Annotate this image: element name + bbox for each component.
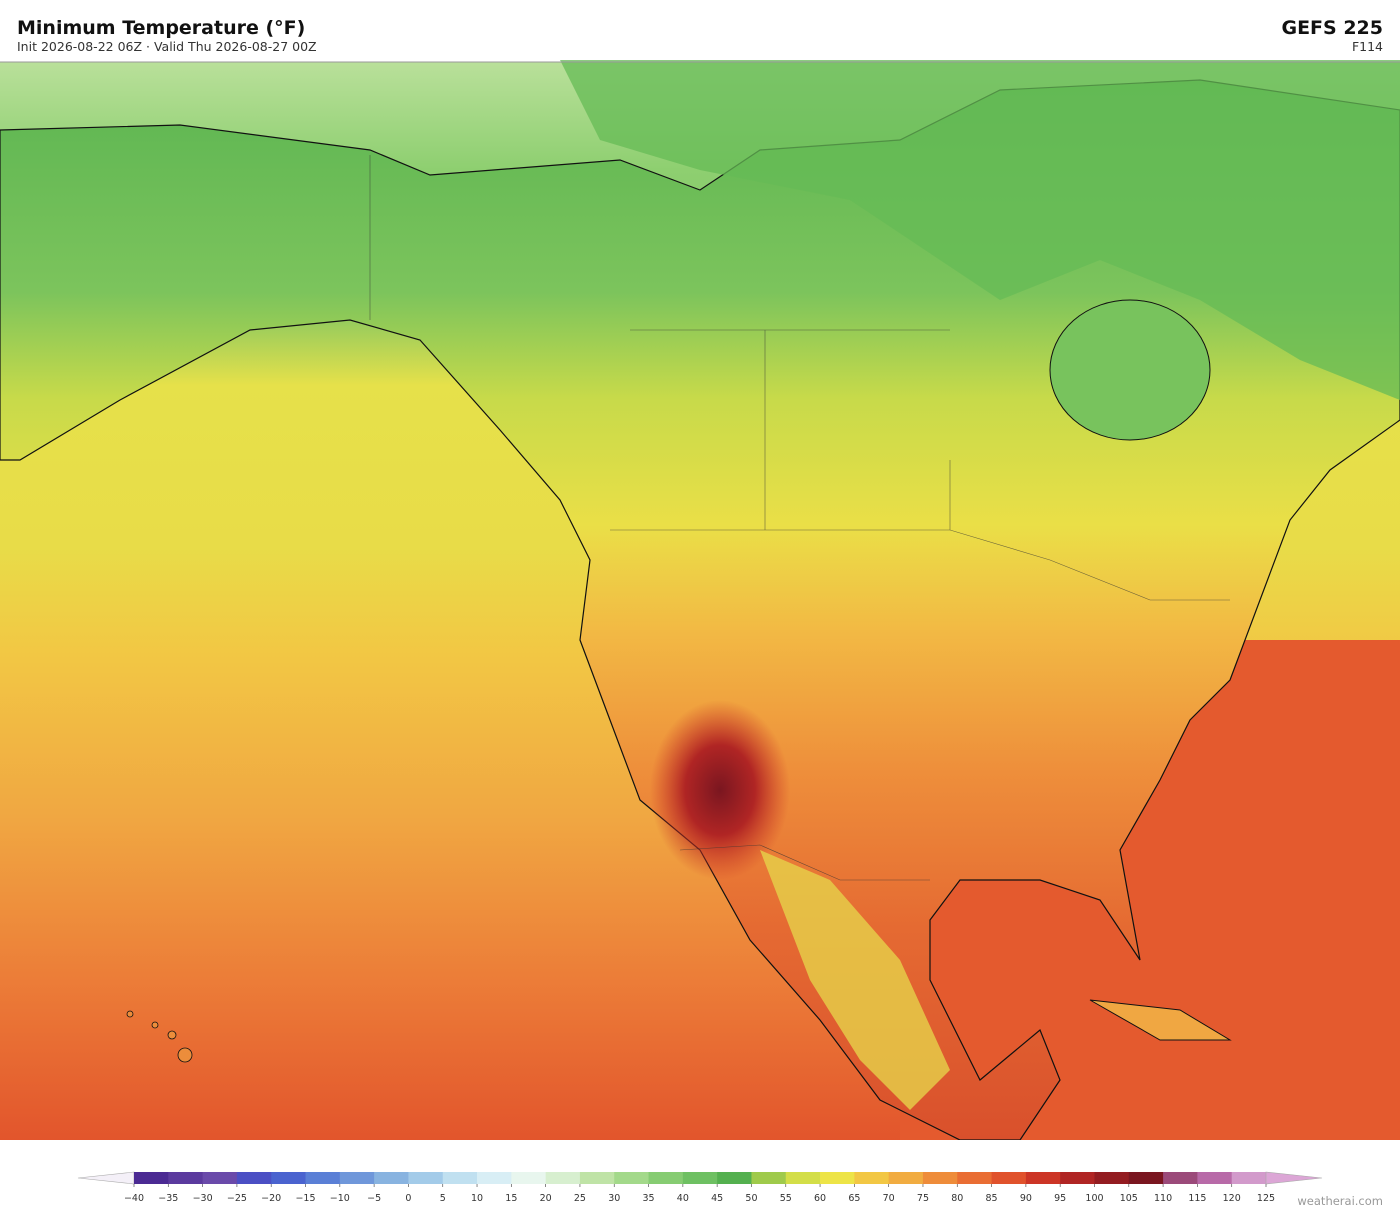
colorbar-segment <box>442 1172 478 1184</box>
colorbar-tick-label: 55 <box>780 1193 792 1204</box>
colorbar-segment <box>545 1172 581 1184</box>
colorbar-over <box>1265 1171 1323 1185</box>
colorbar-segment <box>202 1172 238 1184</box>
colorbar-segment <box>305 1172 341 1184</box>
colorbar-tick-label: 75 <box>917 1193 929 1204</box>
colorbar-tick-label: 125 <box>1257 1193 1275 1204</box>
colorbar-tick-label: −40 <box>124 1193 144 1204</box>
colorbar-tick-label: 45 <box>711 1193 723 1204</box>
colorbar-segment <box>168 1172 204 1184</box>
colorbar-tick-label: 5 <box>440 1193 446 1204</box>
colorbar-segment <box>1094 1172 1130 1184</box>
colorbar-tick-label: 0 <box>405 1193 411 1204</box>
colorbar-segment <box>854 1172 890 1184</box>
colorbar-tick-label: 25 <box>574 1193 586 1204</box>
colorbar-tick-label: 85 <box>986 1193 998 1204</box>
title: Minimum Temperature (°F) <box>17 17 305 39</box>
colorbar-segment <box>614 1172 649 1184</box>
arctic-canada <box>560 60 1400 400</box>
colorbar-tick-label: 95 <box>1054 1193 1066 1204</box>
forecast-hour: F114 <box>1352 39 1383 54</box>
colorbar-segment <box>682 1172 718 1184</box>
colorbar-tick-label: 120 <box>1223 1193 1241 1204</box>
colorbar-tick-label: −5 <box>367 1193 381 1204</box>
colorbar-tick-label: −15 <box>295 1193 315 1204</box>
colorbar-segment <box>339 1172 375 1184</box>
colorbar-segment <box>271 1172 306 1184</box>
colorbar-segment <box>1060 1172 1095 1184</box>
colorbar-tick-label: −25 <box>227 1193 247 1204</box>
colorbar-segment <box>922 1172 958 1184</box>
colorbar-segment <box>820 1172 855 1184</box>
hawaii-island <box>151 1021 159 1029</box>
colorbar-segment <box>717 1172 752 1184</box>
colorbar-tick-label: 50 <box>745 1193 757 1204</box>
southwest-heat <box>650 700 790 880</box>
colorbar-segment <box>991 1172 1027 1184</box>
borders <box>369 155 1230 881</box>
colorbar-tick-label: −20 <box>261 1193 281 1204</box>
colorbar-tick-label: −10 <box>330 1193 350 1204</box>
cuba <box>1089 999 1232 1041</box>
colorbar-segment <box>1163 1172 1198 1184</box>
colorbar-segment <box>579 1172 615 1184</box>
hudson-bay <box>1049 299 1211 441</box>
colorbar-tick-label: 100 <box>1085 1193 1103 1204</box>
colorbar-tick-label: 40 <box>677 1193 689 1204</box>
hawaii-island <box>126 1010 134 1018</box>
colorbar-tick-label: 70 <box>883 1193 895 1204</box>
colorbar-segment <box>408 1172 444 1184</box>
colorbar-segment <box>1025 1172 1061 1184</box>
colorbar-tick-label: 15 <box>505 1193 517 1204</box>
colorbar-segment <box>511 1172 547 1184</box>
colorbar-tick-label: −35 <box>158 1193 178 1204</box>
colorbar-segment <box>1197 1172 1233 1184</box>
colorbar-segment <box>374 1172 409 1184</box>
colorbar-tick-label: −30 <box>193 1193 213 1204</box>
colorbar-tick-label: 105 <box>1120 1193 1138 1204</box>
colorbar-tick-label: 10 <box>471 1193 483 1204</box>
colorbar-tick-label: 80 <box>951 1193 963 1204</box>
colorbar: −40 −35 −30 −25 −20 −15 −10 −5 0 5 10 15 20 25 30 35 40 4… <box>77 1171 1323 1204</box>
colorbar-tick-label: 60 <box>814 1193 826 1204</box>
colorbar-segment <box>751 1172 787 1184</box>
colorbar-segment <box>888 1172 924 1184</box>
colorbar-tick-label: 65 <box>848 1193 860 1204</box>
colorbar-tick-label: 20 <box>540 1193 552 1204</box>
colorbar-tick-label: 110 <box>1154 1193 1172 1204</box>
hawaii-island <box>167 1030 177 1040</box>
colorbar-segment <box>648 1172 684 1184</box>
hawaii-island <box>177 1047 193 1063</box>
colorbar-tick-label: 35 <box>642 1193 654 1204</box>
watermark: weatherai.com <box>1297 1194 1383 1208</box>
map <box>0 60 1400 1141</box>
colorbar-segment <box>1231 1172 1267 1184</box>
colorbar-tick-label: 30 <box>608 1193 620 1204</box>
colorbar-segment <box>477 1172 512 1184</box>
colorbar-tick-label: 90 <box>1020 1193 1032 1204</box>
colorbar-segment <box>957 1172 992 1184</box>
colorbar-segment <box>134 1172 169 1184</box>
mexico-plateau <box>760 850 950 1110</box>
colorbar-tick-label: 115 <box>1188 1193 1206 1204</box>
colorbar-segment <box>785 1172 821 1184</box>
colorbar-segment <box>236 1172 272 1184</box>
colorbar-segment <box>1128 1172 1164 1184</box>
model: GEFS 225 <box>1281 17 1383 39</box>
subtitle: Init 2026-08-22 06Z · Valid Thu 2026-08-… <box>17 39 317 54</box>
